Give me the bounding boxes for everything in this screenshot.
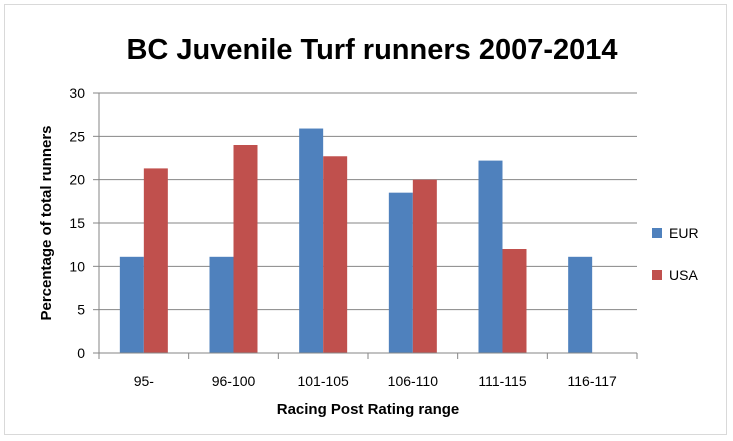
chart-frame [4,4,727,435]
legend-swatch-usa [652,270,662,280]
bar-eur-5 [568,256,593,353]
bar-eur-1 [209,256,234,353]
x-tick-label: 111-115 [478,373,526,389]
y-tick-label: 30 [69,85,85,101]
x-axis-label: Racing Post Rating range [277,401,460,418]
bar-usa-0 [143,168,168,353]
bar-eur-2 [299,128,324,353]
y-tick-label: 10 [69,258,85,274]
y-tick-labels: 0 5 10 15 20 25 30 [69,85,85,361]
bar-usa-4 [502,249,527,353]
bar-eur-0 [119,256,144,353]
x-tick-labels: 95- 96-100 101-105 106-110 111-115 116-117 [134,373,617,389]
x-tick-label: 101-105 [297,373,349,389]
y-tick-label: 5 [77,302,85,318]
bars [119,128,593,353]
legend-label-usa: USA [669,267,698,283]
gridlines [93,92,638,359]
y-tick-label: 20 [69,172,85,188]
legend-swatch-eur [652,228,662,238]
bar-usa-2 [323,156,348,353]
bar-eur-4 [478,160,503,353]
y-tick-label: 15 [69,215,85,231]
y-tick-label: 0 [77,345,85,361]
x-tick-label: 96-100 [212,373,256,389]
bar-usa-3 [412,179,437,353]
legend-label-eur: EUR [669,225,699,241]
x-tick-label: 95- [134,373,155,389]
chart-title: BC Juvenile Turf runners 2007-2014 [126,34,617,66]
bar-eur-3 [388,192,413,353]
y-tick-label: 25 [69,128,85,144]
x-tick-label: 116-117 [568,373,618,389]
legend: EUR USA [652,225,699,283]
y-axis-label: Percentage of total runners [38,125,55,320]
x-tick-label: 106-110 [388,373,439,389]
bar-usa-1 [233,145,258,353]
